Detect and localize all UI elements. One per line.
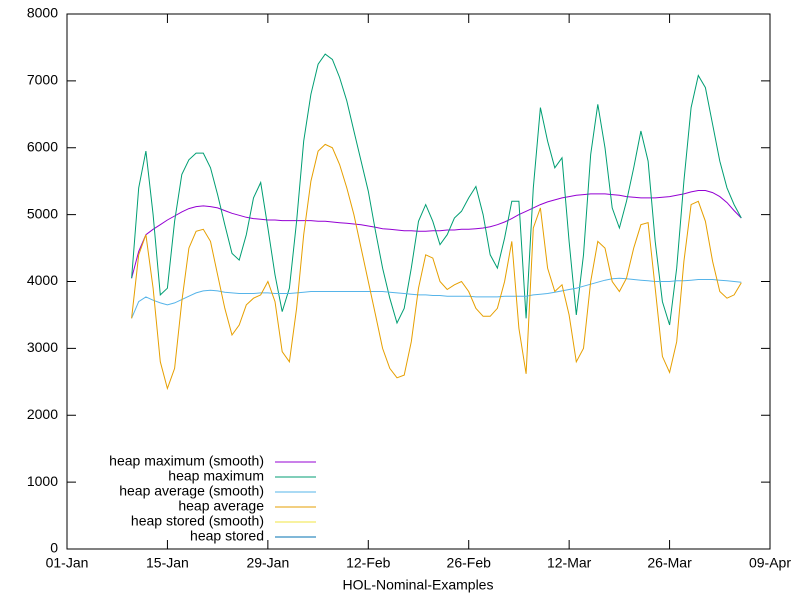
x-tick-label: 01-Jan [46,555,89,571]
series-line [131,190,742,279]
legend-label: heap average (smooth) [119,483,264,499]
legend-label: heap maximum (smooth) [109,453,264,469]
series-line [131,143,742,391]
x-tick-label: 12-Feb [346,555,391,571]
y-tick-label: 2000 [27,406,58,422]
x-tick-label: 09-Apr [749,555,791,571]
series-line [131,53,742,326]
x-tick-label: 29-Jan [246,555,289,571]
x-axis-label: HOL-Nominal-Examples [343,577,494,593]
x-tick-label: 26-Feb [447,555,492,571]
y-tick-label: 7000 [27,72,58,88]
legend-label: heap stored (smooth) [131,513,264,529]
y-tick-label: 4000 [27,272,58,288]
x-tick-label: 12-Mar [547,555,592,571]
legend-label: heap stored [190,528,264,544]
y-tick-label: 3000 [27,339,58,355]
y-tick-label: 6000 [27,138,58,154]
series-line [131,277,742,319]
y-tick-label: 1000 [27,473,58,489]
y-tick-label: 0 [50,540,58,556]
x-tick-label: 26-Mar [647,555,692,571]
x-tick-label: 15-Jan [146,555,189,571]
y-tick-label: 8000 [27,5,58,21]
legend-label: heap maximum [168,468,264,484]
y-tick-label: 5000 [27,205,58,221]
legend-label: heap average [178,498,264,514]
